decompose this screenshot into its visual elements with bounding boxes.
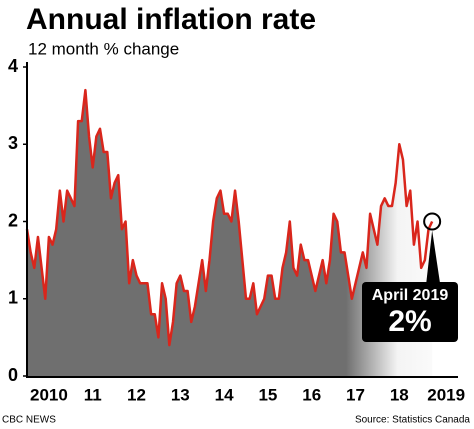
x-tick-label: 12 <box>127 385 146 404</box>
annotation-value: 2% <box>388 305 431 338</box>
source: Source: Statistics Canada <box>355 415 470 426</box>
credit: CBC NEWS <box>2 415 56 426</box>
x-tick-label: 11 <box>84 385 102 404</box>
highlight-marker <box>423 212 442 231</box>
y-tick-label: 1 <box>8 288 18 308</box>
x-tick-label: 16 <box>302 385 321 404</box>
chart-title: Annual inflation rate <box>26 3 316 36</box>
x-tick-label: 2010 <box>30 385 68 404</box>
annotation-text: April 2019 <box>372 287 449 304</box>
y-tick-label: 2 <box>8 210 18 230</box>
y-tick-label: 4 <box>8 56 18 76</box>
y-tick-label: 0 <box>8 365 18 385</box>
x-tick-label: 17 <box>346 385 365 404</box>
line <box>25 88 434 347</box>
x-tick-label: 13 <box>171 385 190 404</box>
y-tick-label: 3 <box>8 133 18 153</box>
callout-box <box>362 282 458 342</box>
x-tick-label: 18 <box>390 385 409 404</box>
area <box>27 90 433 377</box>
x-tick-label: 14 <box>215 385 234 404</box>
x-tick-label: 15 <box>258 385 277 404</box>
chart-subtitle: 12 month % change <box>28 39 179 58</box>
x-tick-label: 2019 <box>427 385 465 404</box>
callout-pointer <box>426 230 441 284</box>
